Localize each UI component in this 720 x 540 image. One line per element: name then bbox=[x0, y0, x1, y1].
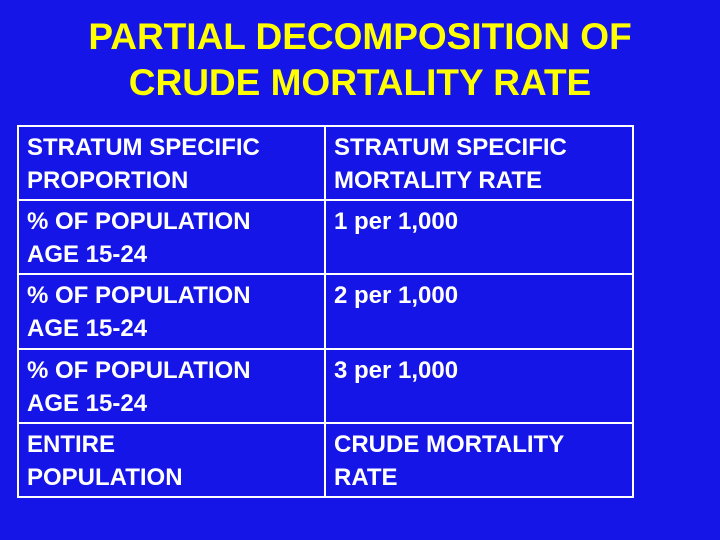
rate-cell: 1 per 1,000 bbox=[324, 199, 634, 276]
header-cell-mortality-rate: STRATUM SPECIFIC MORTALITY RATE bbox=[324, 124, 634, 202]
decomposition-table: STRATUM SPECIFIC PROPORTION STRATUM SPEC… bbox=[17, 124, 634, 499]
rate-cell: 3 per 1,000 bbox=[324, 347, 634, 424]
cell-text-line: % OF POPULATION bbox=[27, 282, 251, 310]
table-row-header: STRATUM SPECIFIC PROPORTION STRATUM SPEC… bbox=[17, 124, 634, 202]
rate-cell: CRUDE MORTALITY RATE bbox=[324, 421, 634, 499]
proportion-cell: % OF POPULATION AGE 15-24 bbox=[17, 347, 326, 424]
header-cell-proportion: STRATUM SPECIFIC PROPORTION bbox=[17, 124, 326, 202]
rate-cell: 2 per 1,000 bbox=[324, 273, 634, 350]
cell-text-line: STRATUM SPECIFIC bbox=[334, 134, 567, 161]
proportion-cell: ENTIRE POPULATION bbox=[17, 421, 326, 499]
table-row: % OF POPULATION AGE 15-24 1 per 1,000 bbox=[17, 199, 634, 276]
table-row: % OF POPULATION AGE 15-24 2 per 1,000 bbox=[17, 273, 634, 350]
cell-text-line: POPULATION bbox=[27, 463, 183, 491]
cell-text-line: AGE 15-24 bbox=[27, 241, 148, 269]
proportion-cell: % OF POPULATION AGE 15-24 bbox=[17, 199, 326, 276]
cell-text-line: AGE 15-24 bbox=[27, 315, 148, 343]
cell-text-line: % OF POPULATION bbox=[27, 356, 251, 384]
slide-title: PARTIAL DECOMPOSITION OF CRUDE MORTALITY… bbox=[0, 14, 720, 106]
proportion-cell: % OF POPULATION AGE 15-24 bbox=[17, 273, 326, 350]
table-row: % OF POPULATION AGE 15-24 3 per 1,000 bbox=[17, 347, 634, 424]
slide-title-line-2: CRUDE MORTALITY RATE bbox=[128, 62, 592, 103]
cell-text-line: STRATUM SPECIFIC bbox=[27, 134, 260, 161]
cell-text-line: ENTIRE bbox=[27, 430, 116, 458]
cell-text-line: MORTALITY RATE bbox=[334, 167, 542, 194]
cell-text-line: AGE 15-24 bbox=[27, 389, 148, 417]
cell-text-line: 1 per 1,000 bbox=[334, 208, 459, 236]
cell-text-line: % OF POPULATION bbox=[27, 208, 251, 236]
table-row-total: ENTIRE POPULATION CRUDE MORTALITY RATE bbox=[17, 421, 634, 499]
cell-text-line: 2 per 1,000 bbox=[334, 282, 459, 310]
cell-text-line: RATE bbox=[334, 463, 398, 491]
cell-text-line: CRUDE MORTALITY bbox=[334, 430, 565, 458]
cell-text-line: 3 per 1,000 bbox=[334, 356, 459, 384]
slide-title-line-1: PARTIAL DECOMPOSITION OF bbox=[88, 16, 632, 57]
cell-text-line: PROPORTION bbox=[27, 167, 189, 194]
